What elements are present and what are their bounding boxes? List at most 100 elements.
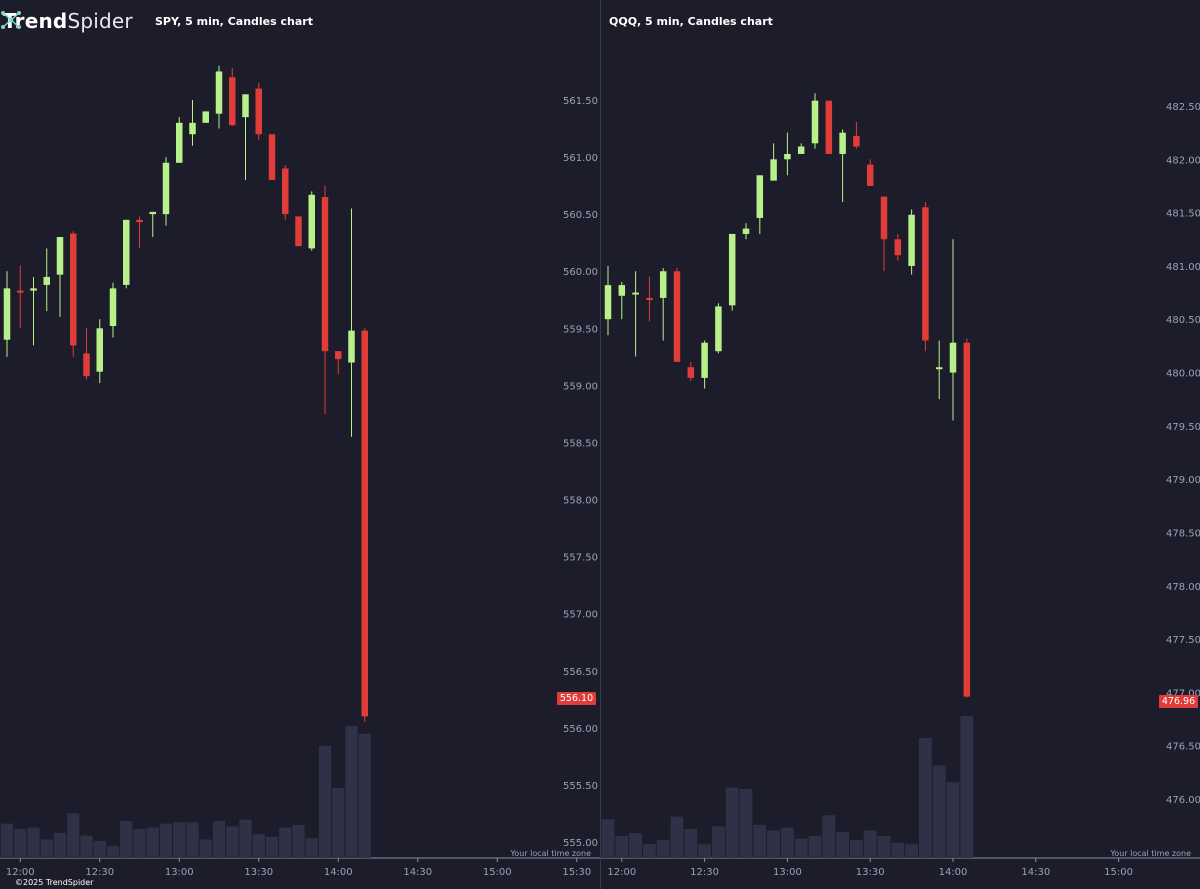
candle-down[interactable]: [335, 351, 342, 374]
x-tick-label: 13:30: [856, 867, 885, 878]
candle-down[interactable]: [321, 185, 329, 414]
volume-bar: [808, 835, 822, 858]
candle-up[interactable]: [935, 340, 943, 400]
candle-up[interactable]: [811, 93, 819, 149]
candle-up[interactable]: [162, 157, 170, 226]
candle-up[interactable]: [949, 239, 957, 421]
candle-up[interactable]: [149, 211, 157, 237]
candle-up[interactable]: [123, 219, 130, 289]
candle-down[interactable]: [229, 68, 236, 127]
chart-title: QQQ, 5 min, Candles chart: [609, 15, 773, 28]
candle-up[interactable]: [308, 191, 316, 251]
candle-up[interactable]: [742, 223, 750, 240]
candle-body: [632, 292, 639, 295]
candle-up[interactable]: [659, 268, 667, 341]
y-tick-label: 555.50: [563, 781, 598, 792]
candle-down[interactable]: [70, 231, 77, 357]
volume-bar: [739, 789, 753, 858]
candle-up[interactable]: [348, 208, 355, 437]
candle-up[interactable]: [176, 117, 183, 163]
candle-down[interactable]: [922, 201, 929, 352]
candle-up[interactable]: [189, 100, 196, 146]
y-tick-label: 482.50: [1166, 102, 1200, 113]
candle-down[interactable]: [880, 196, 888, 272]
candle-down[interactable]: [83, 328, 90, 380]
candle-down[interactable]: [361, 328, 369, 723]
candle-down[interactable]: [687, 361, 695, 382]
x-tick-label: 15:00: [483, 867, 512, 878]
volume-bar: [629, 833, 642, 858]
candle-down[interactable]: [673, 268, 681, 362]
candle-body: [949, 342, 957, 373]
candle-body: [728, 233, 736, 306]
candle-down[interactable]: [295, 216, 302, 247]
candle-down[interactable]: [646, 276, 653, 322]
candle-up[interactable]: [908, 209, 915, 275]
candle-body: [229, 77, 236, 126]
x-tick-label: 14:00: [939, 867, 968, 878]
candle-down[interactable]: [136, 216, 143, 249]
x-tick-label: 14:00: [324, 867, 353, 878]
candle-body: [308, 194, 315, 249]
candle-up[interactable]: [770, 143, 777, 181]
candle-up[interactable]: [784, 132, 791, 176]
y-tick-label: 560.00: [563, 267, 598, 278]
candle-down[interactable]: [853, 121, 860, 149]
qqq-chart-panel[interactable]: QQQ, 5 min, Candles chart 476.00 476.50 47…: [600, 0, 1200, 889]
y-tick-label: 556.00: [563, 724, 598, 735]
candle-body: [866, 164, 874, 186]
qqq-candlestick-chart[interactable]: 476.00 476.50 477.00 477.50 478.00 478.50 479.…: [601, 0, 1200, 889]
candle-up[interactable]: [43, 248, 51, 312]
candle-up[interactable]: [30, 276, 37, 346]
volume-bar: [133, 828, 146, 858]
candle-up[interactable]: [701, 340, 708, 389]
candle-body: [295, 216, 302, 247]
candle-down[interactable]: [825, 100, 833, 154]
candle-up[interactable]: [604, 265, 612, 336]
candle-up[interactable]: [728, 233, 736, 311]
candle-up[interactable]: [618, 281, 626, 320]
volume-bar: [252, 834, 265, 858]
volume-bar: [863, 830, 877, 858]
spy-chart-panel[interactable]: TrendSpider SPY, 5 min, Candles chart 55…: [0, 0, 600, 889]
candle-up[interactable]: [215, 65, 223, 129]
y-tick-label: 559.50: [563, 324, 598, 335]
candle-body: [618, 285, 626, 296]
logo-text: TrendSpider: [3, 9, 133, 33]
candle-up[interactable]: [632, 271, 639, 357]
spy-candlestick-chart[interactable]: 555.00 555.50 556.00 556.50 557.00 557.50 558.…: [0, 0, 600, 889]
candle-body: [176, 122, 183, 163]
volume-bar: [0, 823, 14, 858]
candle-up[interactable]: [715, 303, 722, 354]
x-axis: 12:00 12:30 13:00 13:30 14:00 14:30 15:00: [607, 858, 1133, 878]
candle-up[interactable]: [56, 236, 64, 317]
candle-up[interactable]: [756, 175, 764, 234]
volume-bar: [173, 822, 186, 858]
volume-bar: [836, 831, 849, 858]
candle-body: [922, 207, 929, 341]
volume-bar: [932, 765, 946, 858]
volume-bar: [670, 816, 684, 858]
candle-up[interactable]: [242, 94, 249, 180]
candle-body: [215, 71, 223, 114]
volume-bar: [40, 839, 53, 858]
candle-down[interactable]: [17, 265, 24, 329]
candle-body: [701, 342, 708, 378]
y-tick-label: 557.50: [563, 553, 598, 564]
candle-body: [202, 111, 209, 123]
candle-up[interactable]: [96, 319, 104, 384]
candle-up[interactable]: [202, 111, 210, 123]
candle-down[interactable]: [866, 159, 874, 186]
candle-down[interactable]: [282, 165, 289, 220]
candle-up[interactable]: [839, 129, 846, 202]
candle-body: [109, 288, 117, 327]
volume-bar: [239, 819, 252, 858]
y-tick-label: 477.50: [1166, 635, 1200, 646]
candle-down[interactable]: [255, 82, 263, 140]
candle-up[interactable]: [797, 143, 805, 154]
candle-up[interactable]: [109, 282, 117, 338]
candle-down[interactable]: [963, 338, 971, 698]
candle-down[interactable]: [268, 134, 276, 180]
candle-up[interactable]: [3, 271, 11, 357]
candle-down[interactable]: [894, 233, 902, 261]
